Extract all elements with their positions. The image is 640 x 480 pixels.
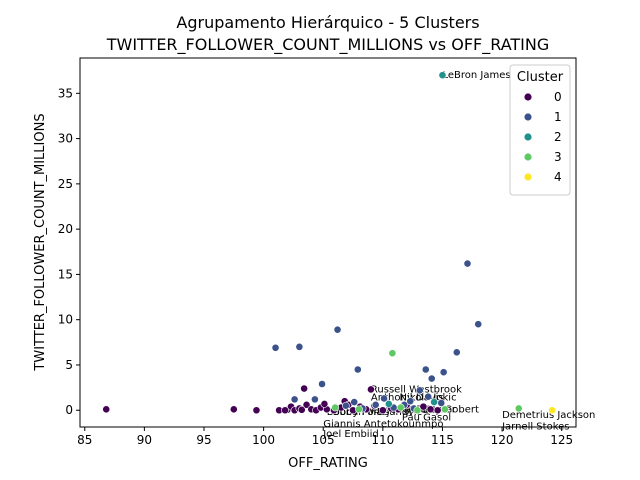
data-points bbox=[102, 71, 557, 415]
y-tick-label: 10 bbox=[58, 313, 73, 327]
data-point-cluster-1 bbox=[406, 397, 415, 406]
data-point-cluster-0 bbox=[426, 405, 435, 414]
data-point-cluster-1 bbox=[318, 380, 326, 388]
data-point-cluster-1 bbox=[421, 365, 430, 374]
x-tick-label: 120 bbox=[491, 433, 514, 447]
data-point-cluster-0 bbox=[367, 385, 375, 394]
legend-marker bbox=[524, 133, 532, 141]
legend-marker bbox=[524, 173, 532, 181]
data-point-cluster-3 bbox=[388, 349, 397, 358]
y-tick-label: 5 bbox=[65, 358, 73, 372]
legend-label: 4 bbox=[554, 170, 562, 184]
point-annotation: Giannis Antetokounmpo bbox=[323, 419, 443, 430]
data-point-cluster-0 bbox=[297, 405, 306, 414]
legend: Cluster 0 1 2 3 4 bbox=[509, 64, 571, 196]
data-point-cluster-0 bbox=[229, 405, 238, 414]
data-point-cluster-2 bbox=[438, 71, 447, 80]
data-point-cluster-1 bbox=[380, 394, 388, 403]
data-point-cluster-3 bbox=[331, 403, 340, 412]
data-point-cluster-3 bbox=[355, 405, 363, 414]
data-point-cluster-1 bbox=[452, 348, 461, 357]
x-axis-label: OFF_RATING bbox=[288, 456, 368, 471]
data-point-cluster-1 bbox=[463, 259, 472, 268]
legend-label: 3 bbox=[554, 150, 562, 164]
data-point-cluster-1 bbox=[424, 392, 433, 401]
y-tick-label: 15 bbox=[58, 267, 73, 281]
data-point-cluster-3 bbox=[396, 403, 405, 412]
chart-title-line1: Agrupamento Hierárquico - 5 Clusters bbox=[176, 13, 479, 32]
legend-label: 1 bbox=[554, 110, 562, 124]
data-point-cluster-0 bbox=[252, 406, 261, 415]
data-point-cluster-4 bbox=[548, 406, 557, 415]
y-tick-label: 25 bbox=[58, 177, 73, 191]
y-tick-label: 0 bbox=[65, 403, 73, 417]
data-point-cluster-3 bbox=[514, 404, 523, 413]
x-tick-label: 85 bbox=[77, 433, 92, 447]
data-point-cluster-0 bbox=[102, 405, 111, 414]
x-tick-label: 115 bbox=[431, 433, 454, 447]
data-point-cluster-1 bbox=[290, 395, 299, 404]
x-tick-label: 90 bbox=[137, 433, 152, 447]
legend-label: 0 bbox=[554, 90, 562, 104]
data-point-cluster-3 bbox=[413, 406, 422, 415]
data-point-cluster-0 bbox=[302, 400, 311, 409]
data-point-cluster-1 bbox=[310, 395, 319, 404]
x-tick-label: 95 bbox=[196, 433, 211, 447]
x-tick-label: 110 bbox=[371, 433, 394, 447]
y-axis-label: TWITTER_FOLLOWER_COUNT_MILLIONS bbox=[33, 113, 48, 371]
legend-entries: 0 1 2 3 4 bbox=[524, 90, 562, 184]
data-point-cluster-1 bbox=[415, 386, 424, 395]
data-point-cluster-1 bbox=[427, 374, 436, 383]
data-point-cluster-0 bbox=[419, 402, 428, 411]
data-point-cluster-0 bbox=[433, 406, 442, 415]
y-tick-label: 20 bbox=[58, 222, 73, 236]
point-annotation: Anthony Davis bbox=[371, 393, 444, 404]
legend-marker bbox=[524, 93, 532, 101]
data-point-cluster-0 bbox=[281, 406, 289, 415]
y-axis-ticks: 0 5 10 15 20 25 30 35 bbox=[58, 86, 80, 417]
x-tick-label: 125 bbox=[550, 433, 573, 447]
point-annotation: Boban Marjanovic bbox=[333, 407, 422, 418]
x-axis-ticks: 85 90 95 100 105 110 115 120 125 bbox=[77, 427, 573, 447]
point-annotation: LeBron James bbox=[442, 70, 510, 81]
data-point-cluster-1 bbox=[295, 342, 304, 351]
data-point-cluster-0 bbox=[300, 384, 309, 393]
data-point-cluster-1 bbox=[341, 401, 350, 410]
data-point-cluster-1 bbox=[353, 365, 362, 374]
data-point-cluster-3 bbox=[440, 405, 449, 414]
x-tick-label: 100 bbox=[252, 433, 275, 447]
data-point-cluster-2 bbox=[384, 400, 393, 408]
data-point-cluster-0 bbox=[320, 400, 329, 408]
legend-label: 2 bbox=[554, 130, 562, 144]
point-annotation: Demetrius Jackson bbox=[502, 410, 595, 421]
data-point-cluster-1 bbox=[437, 399, 446, 407]
y-tick-label: 35 bbox=[58, 86, 73, 100]
point-annotation: Pau Gasol bbox=[402, 412, 451, 423]
point-annotation: Joel Embiid bbox=[322, 429, 379, 440]
data-point-cluster-1 bbox=[271, 343, 280, 352]
data-point-cluster-1 bbox=[350, 398, 359, 406]
axes-frame bbox=[79, 57, 577, 428]
legend-marker bbox=[524, 153, 532, 161]
chart-title-line2: TWITTER_FOLLOWER_COUNT_MILLIONS vs OFF_R… bbox=[106, 35, 550, 55]
y-tick-label: 30 bbox=[58, 132, 73, 146]
data-point-cluster-1 bbox=[371, 400, 380, 409]
legend-title: Cluster bbox=[517, 70, 564, 85]
data-point-cluster-0 bbox=[378, 406, 387, 415]
data-point-cluster-1 bbox=[333, 325, 342, 334]
x-tick-label: 105 bbox=[312, 433, 335, 447]
point-annotation: James Harden bbox=[370, 405, 441, 416]
legend-marker bbox=[524, 113, 532, 121]
data-point-cluster-1 bbox=[439, 368, 448, 377]
data-point-cluster-1 bbox=[474, 320, 483, 329]
data-point-cluster-2 bbox=[430, 398, 439, 406]
